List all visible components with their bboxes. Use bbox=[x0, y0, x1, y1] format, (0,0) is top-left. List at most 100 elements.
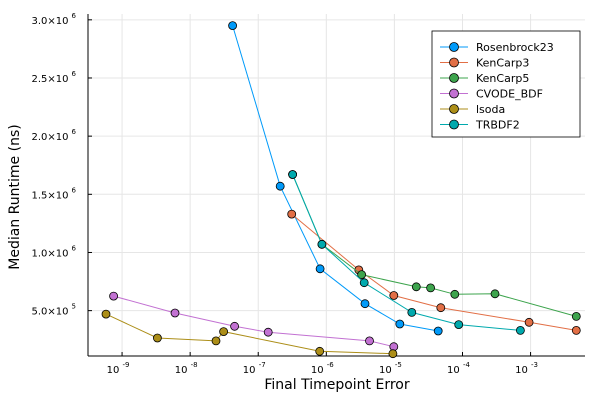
legend-item: Rosenbrock23 bbox=[440, 41, 554, 54]
x-tick-exponent: -9 bbox=[123, 361, 130, 369]
y-tick-mantissa: 5.0×10 bbox=[32, 307, 69, 318]
legend-item: CVODE_BDF bbox=[440, 88, 543, 101]
y-tick-exponent: 6 bbox=[72, 128, 77, 136]
y-tick-mantissa: 2.5×10 bbox=[32, 74, 69, 85]
y-tick-mantissa: 1.0×10 bbox=[32, 248, 69, 259]
x-tick-label: 10 -4 bbox=[447, 361, 470, 376]
y-tick-mantissa: 3.0×10 bbox=[32, 16, 69, 27]
y-tick-exponent: 6 bbox=[72, 70, 77, 78]
data-point bbox=[365, 336, 374, 346]
data-point bbox=[411, 282, 421, 292]
legend-label: KenCarp5 bbox=[476, 72, 529, 85]
legend-item: KenCarp3 bbox=[440, 57, 529, 70]
x-tick-label: 10 -3 bbox=[515, 361, 538, 376]
y-tick-exponent: 6 bbox=[72, 244, 77, 252]
x-tick-exponent: -6 bbox=[327, 361, 335, 369]
x-tick-base: 10 bbox=[311, 365, 327, 376]
data-point bbox=[407, 307, 417, 317]
legend-label: Rosenbrock23 bbox=[476, 41, 554, 54]
data-point bbox=[426, 283, 436, 293]
series-line bbox=[232, 25, 439, 332]
x-tick-label: 10 -5 bbox=[379, 361, 402, 376]
data-point bbox=[315, 264, 325, 274]
data-point bbox=[275, 181, 285, 191]
legend-item: TRBDF2 bbox=[440, 119, 520, 132]
legend-marker bbox=[449, 73, 459, 83]
data-point bbox=[360, 299, 370, 309]
series-line bbox=[292, 174, 521, 331]
tick-labels: 10 -9 10 -8 10 -7 10 -6 10 -5 10 -4 10 -35.0×1… bbox=[32, 12, 539, 376]
x-tick-base: 10 bbox=[515, 365, 531, 376]
axes bbox=[87, 14, 585, 357]
data-point bbox=[571, 325, 581, 335]
x-tick-exponent: -4 bbox=[463, 361, 471, 369]
series-trbdf2 bbox=[288, 170, 525, 335]
x-axis-label: Final Timepoint Error bbox=[264, 377, 410, 393]
series-line bbox=[292, 174, 577, 317]
data-point bbox=[359, 278, 369, 288]
x-tick-exponent: -8 bbox=[191, 361, 198, 369]
y-tick-mantissa: 1.5×10 bbox=[32, 190, 69, 201]
legend-marker bbox=[449, 88, 459, 99]
data-point bbox=[524, 317, 534, 327]
legend: Rosenbrock23 KenCarp3 KenCarp5 CVODE_BDFlso… bbox=[431, 30, 581, 138]
x-tick-exponent: -5 bbox=[395, 361, 402, 369]
legend-marker bbox=[449, 42, 459, 52]
x-tick-label: 10 -7 bbox=[243, 361, 266, 376]
x-tick-base: 10 bbox=[447, 365, 463, 376]
data-point bbox=[357, 270, 367, 280]
data-point bbox=[228, 21, 238, 31]
y-tick-label: 5.0×10 5 bbox=[32, 303, 76, 318]
series-kencarp5 bbox=[288, 170, 581, 321]
x-tick-label: 10 -9 bbox=[107, 361, 130, 376]
data-point bbox=[219, 327, 229, 337]
y-tick-label: 2.5×10 6 bbox=[32, 70, 77, 85]
data-point bbox=[287, 209, 297, 219]
legend-marker bbox=[449, 119, 459, 130]
y-tick-exponent: 6 bbox=[72, 186, 77, 194]
x-tick-label: 10 -8 bbox=[175, 361, 198, 376]
data-point bbox=[211, 336, 221, 346]
series-line bbox=[105, 313, 393, 355]
series-kencarp3 bbox=[287, 209, 581, 335]
y-tick-exponent: 6 bbox=[72, 12, 77, 20]
legend-label: KenCarp3 bbox=[476, 57, 529, 70]
data-point bbox=[516, 325, 525, 335]
y-tick-label: 1.0×10 6 bbox=[32, 244, 77, 259]
data-point bbox=[315, 346, 325, 356]
legend-label: lsoda bbox=[476, 103, 505, 116]
y-axis-label: Median Runtime (ns) bbox=[7, 124, 23, 269]
data-point bbox=[109, 291, 118, 301]
y-tick-label: 1.5×10 6 bbox=[32, 186, 77, 201]
series-cvode-bdf bbox=[109, 291, 399, 352]
legend-marker bbox=[449, 57, 459, 68]
x-tick-label: 10 -6 bbox=[311, 361, 334, 376]
y-tick-exponent: 5 bbox=[72, 303, 76, 311]
data-point bbox=[395, 319, 405, 329]
data-point bbox=[101, 309, 111, 319]
data-point bbox=[263, 327, 273, 337]
data-point bbox=[388, 349, 398, 359]
data-point bbox=[152, 333, 162, 343]
y-tick-mantissa: 2.0×10 bbox=[32, 132, 69, 143]
data-point bbox=[389, 291, 399, 300]
data-point bbox=[288, 170, 298, 179]
data-point bbox=[490, 289, 500, 299]
series-layer bbox=[101, 21, 581, 359]
data-point bbox=[230, 321, 240, 331]
legend-item: KenCarp5 bbox=[440, 72, 529, 85]
data-point bbox=[170, 308, 180, 318]
data-point bbox=[450, 289, 460, 299]
x-tick-base: 10 bbox=[379, 365, 395, 376]
x-tick-exponent: -3 bbox=[531, 361, 538, 369]
series-rosenbrock23 bbox=[228, 21, 443, 336]
series-lsoda bbox=[101, 309, 398, 359]
x-tick-base: 10 bbox=[243, 365, 259, 376]
data-point bbox=[433, 326, 443, 336]
x-tick-base: 10 bbox=[175, 365, 191, 376]
data-point bbox=[571, 311, 581, 321]
legend-item: lsoda bbox=[440, 103, 505, 116]
x-tick-exponent: -7 bbox=[259, 361, 266, 369]
data-point bbox=[454, 320, 464, 330]
